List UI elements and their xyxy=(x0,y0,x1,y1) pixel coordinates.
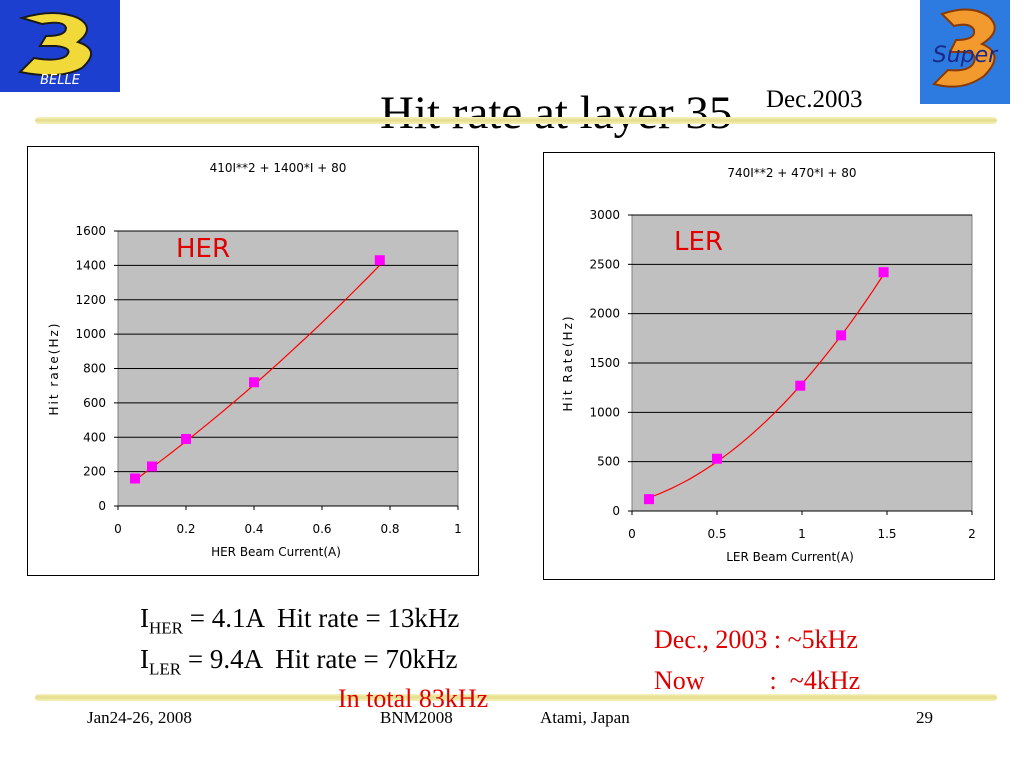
data-point xyxy=(147,461,157,472)
x-tick-label: 1 xyxy=(454,522,462,536)
y-tick-label: 400 xyxy=(83,430,106,444)
y-tick-label: 2000 xyxy=(589,307,620,321)
x-tick-label: 0.4 xyxy=(244,522,263,536)
x-tick-label: 0 xyxy=(114,522,122,536)
x-axis-label: HER Beam Current(A) xyxy=(211,545,341,559)
belle-logo-text: BELLE xyxy=(40,73,81,88)
x-tick-label: 0.2 xyxy=(176,522,195,536)
slide-title: Hit rate at layer 35 xyxy=(380,87,733,139)
her-stat: IHER = 4.1A Hit rate = 13kHz xyxy=(140,603,459,638)
y-tick-label: 2500 xyxy=(589,257,620,271)
chart-title: 410I**2 + 1400*I + 80 xyxy=(210,161,347,175)
note-dec2003: Dec., 2003 : ~5kHz xyxy=(654,625,858,654)
ler-chart-panel: 0 500 1000 1500 2000 2500 3000 0 0.5 1 1.5 2 740I**2… xyxy=(543,152,995,580)
ler-stat-symbol: I xyxy=(140,644,149,674)
y-tick-label: 1000 xyxy=(589,405,620,419)
data-point xyxy=(795,380,806,391)
y-tick-label: 800 xyxy=(83,362,106,376)
ler-stat: ILER = 9.4A Hit rate = 70kHz xyxy=(140,644,458,679)
data-point xyxy=(249,377,259,388)
x-axis-label: LER Beam Current(A) xyxy=(726,550,854,564)
bottom-divider xyxy=(35,694,997,701)
series-annotation: LER xyxy=(674,227,723,257)
data-point xyxy=(878,267,889,278)
y-tick-label: 3000 xyxy=(589,208,620,222)
y-tick-label: 1200 xyxy=(75,293,106,307)
x-tick-label: 0.5 xyxy=(707,527,726,541)
data-point xyxy=(130,473,140,484)
her-stat-symbol: I xyxy=(140,603,149,633)
super-belle-logo: Super xyxy=(920,0,1010,104)
y-tick-label: 1500 xyxy=(589,356,620,370)
data-point xyxy=(374,255,385,266)
y-tick-label: 0 xyxy=(98,499,106,513)
y-tick-label: 1400 xyxy=(75,258,106,272)
top-divider xyxy=(35,117,997,124)
data-point xyxy=(836,330,847,341)
belle-logo: BELLE xyxy=(0,0,120,92)
data-point xyxy=(712,453,722,464)
y-tick-label: 0 xyxy=(612,504,620,518)
her-stat-sub: HER xyxy=(149,618,183,638)
ler-stat-text: = 9.4A Hit rate = 70kHz xyxy=(181,644,458,674)
total-rate: In total 83kHz xyxy=(338,684,489,713)
y-tick-label: 1000 xyxy=(75,327,106,341)
footer-location: Atami, Japan xyxy=(540,708,630,727)
data-point xyxy=(181,433,191,444)
y-axis-label: Hit rate(Hz) xyxy=(47,322,61,416)
series-annotation: HER xyxy=(176,234,230,264)
y-tick-label: 200 xyxy=(83,465,106,479)
x-tick-label: 0.6 xyxy=(312,522,331,536)
footer-page-number: 29 xyxy=(916,708,933,727)
chart-title: 740I**2 + 470*I + 80 xyxy=(727,166,856,180)
x-tick-label: 1.5 xyxy=(877,527,896,541)
ler-chart: 0 500 1000 1500 2000 2500 3000 0 0.5 1 1.5 2 740I**2… xyxy=(561,166,976,564)
x-tick-label: 2 xyxy=(968,527,976,541)
super-logo-text: Super xyxy=(933,43,999,68)
slide-date: Dec.2003 xyxy=(766,86,863,113)
data-point xyxy=(644,494,654,505)
x-tick-label: 0.8 xyxy=(380,522,399,536)
her-stat-text: = 4.1A Hit rate = 13kHz xyxy=(183,603,460,633)
footer-conference: BNM2008 xyxy=(380,708,453,727)
ler-stat-sub: LER xyxy=(149,659,182,679)
x-tick-label: 0 xyxy=(628,527,636,541)
footer-date: Jan24-26, 2008 xyxy=(87,708,192,727)
y-tick-label: 600 xyxy=(83,396,106,410)
her-chart: 0 200 400 600 800 1000 1200 1400 1600 0 0.2 0.4 0.6 0… xyxy=(47,161,462,559)
y-axis-label: Hit Rate(Hz) xyxy=(561,314,575,411)
her-chart-panel: 0 200 400 600 800 1000 1200 1400 1600 0 0.2 0.4 0.6 0… xyxy=(27,146,479,576)
y-tick-label: 1600 xyxy=(75,224,106,238)
x-tick-label: 1 xyxy=(798,527,806,541)
y-tick-label: 500 xyxy=(597,455,620,469)
note-now: Now : ~4kHz xyxy=(654,666,861,695)
